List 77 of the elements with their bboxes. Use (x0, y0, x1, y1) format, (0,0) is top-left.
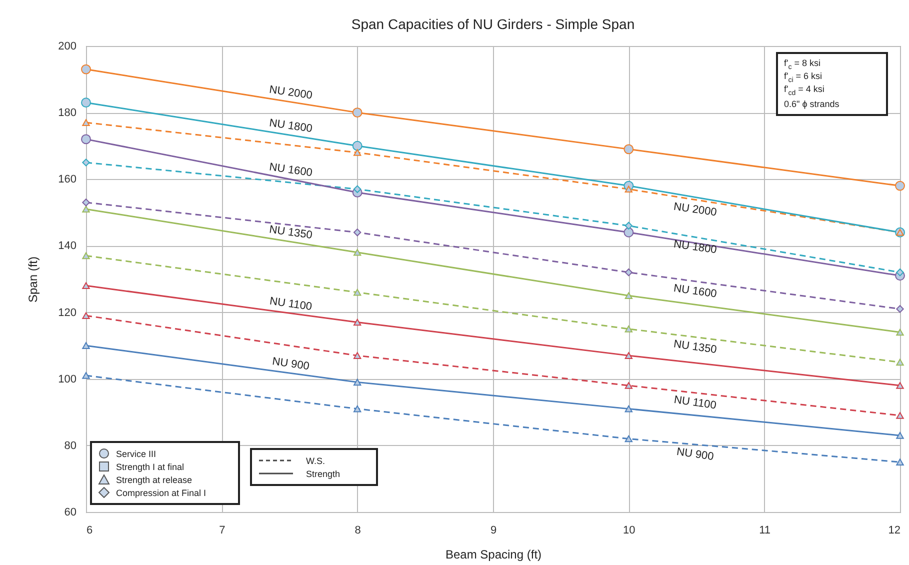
text: NU 1100 (673, 394, 718, 412)
point (82, 158, 90, 166)
annotation: f'$_{c}$ = 8 ksi (784, 58, 820, 71)
x-tick-label: 8 (354, 524, 361, 536)
x-tick-label: 10 (623, 524, 636, 536)
point (896, 305, 904, 313)
y-tick-label: 200 (58, 40, 76, 52)
text: NU 1350 (672, 338, 718, 356)
point (81, 98, 91, 108)
point (81, 64, 91, 74)
text: NU 2000 (672, 200, 718, 219)
point (353, 352, 362, 359)
text: NU 1350 (268, 224, 314, 242)
point (353, 185, 362, 193)
annotation: Service III (116, 448, 156, 458)
annotation: Strength I at final (116, 462, 184, 472)
point (624, 326, 633, 332)
x-tick-label: 7 (219, 524, 226, 536)
point (82, 198, 90, 206)
x-tick-label: 6 (86, 524, 93, 536)
point (624, 382, 633, 389)
point (353, 405, 362, 412)
y-tick-label: 60 (64, 506, 76, 518)
text: NU 900 (676, 446, 714, 464)
point (624, 222, 633, 230)
point (353, 228, 362, 236)
point (896, 432, 904, 439)
y-tick-label: 100 (58, 373, 76, 386)
point (896, 358, 904, 366)
point (624, 292, 633, 300)
text: NU 900 (271, 356, 310, 373)
point (896, 412, 904, 419)
point (624, 227, 634, 238)
x-tick-label: 11 (759, 524, 771, 536)
annotation: Strength (306, 468, 340, 478)
y-tick-label: 160 (58, 174, 76, 186)
text: NU 2000 (268, 84, 314, 102)
chart-title: Span Capacities of NU Girders - Simple Span (351, 16, 635, 32)
annotation: 0.6" ϕ strands (784, 98, 840, 108)
point (624, 268, 633, 276)
point (353, 149, 362, 156)
annotation: Compression at Final I (116, 488, 206, 498)
stroke-key-box: W.S. Strength (250, 448, 378, 486)
annotation: f'$_{ci}$ = 6 ksi (784, 71, 822, 84)
annotation: f'$_{cd}$ = 4 ksi (784, 84, 824, 97)
point (895, 180, 905, 191)
x-tick-label: 9 (490, 524, 497, 536)
text: NU 1600 (268, 161, 314, 180)
text: NU 1800 (672, 238, 718, 256)
text: NU 1600 (672, 282, 718, 300)
point (353, 288, 362, 296)
text: NU 1800 (268, 117, 314, 136)
y-tick-label: 180 (58, 107, 76, 120)
x-axis-title: Beam Spacing (ft) (445, 548, 542, 562)
text: NU 1100 (268, 295, 313, 314)
point (624, 144, 634, 154)
point (353, 378, 362, 386)
point (353, 318, 362, 326)
x-tick-label: 12 (888, 524, 900, 536)
annotation: W.S. (306, 456, 326, 466)
y-axis-title: Span (ft) (26, 256, 40, 303)
annotation: Strength at release (116, 474, 192, 484)
point (896, 458, 904, 466)
point (624, 352, 633, 359)
point (896, 382, 904, 389)
y-tick-label: 120 (58, 306, 76, 319)
point (624, 405, 633, 412)
y-tick-label: 140 (58, 240, 76, 252)
point (624, 186, 633, 193)
point (81, 134, 91, 144)
y-tick-label: 80 (64, 440, 76, 452)
point (353, 248, 362, 256)
point (352, 140, 362, 151)
point (896, 328, 904, 336)
point (896, 268, 904, 276)
point (624, 435, 633, 442)
point (352, 108, 362, 118)
